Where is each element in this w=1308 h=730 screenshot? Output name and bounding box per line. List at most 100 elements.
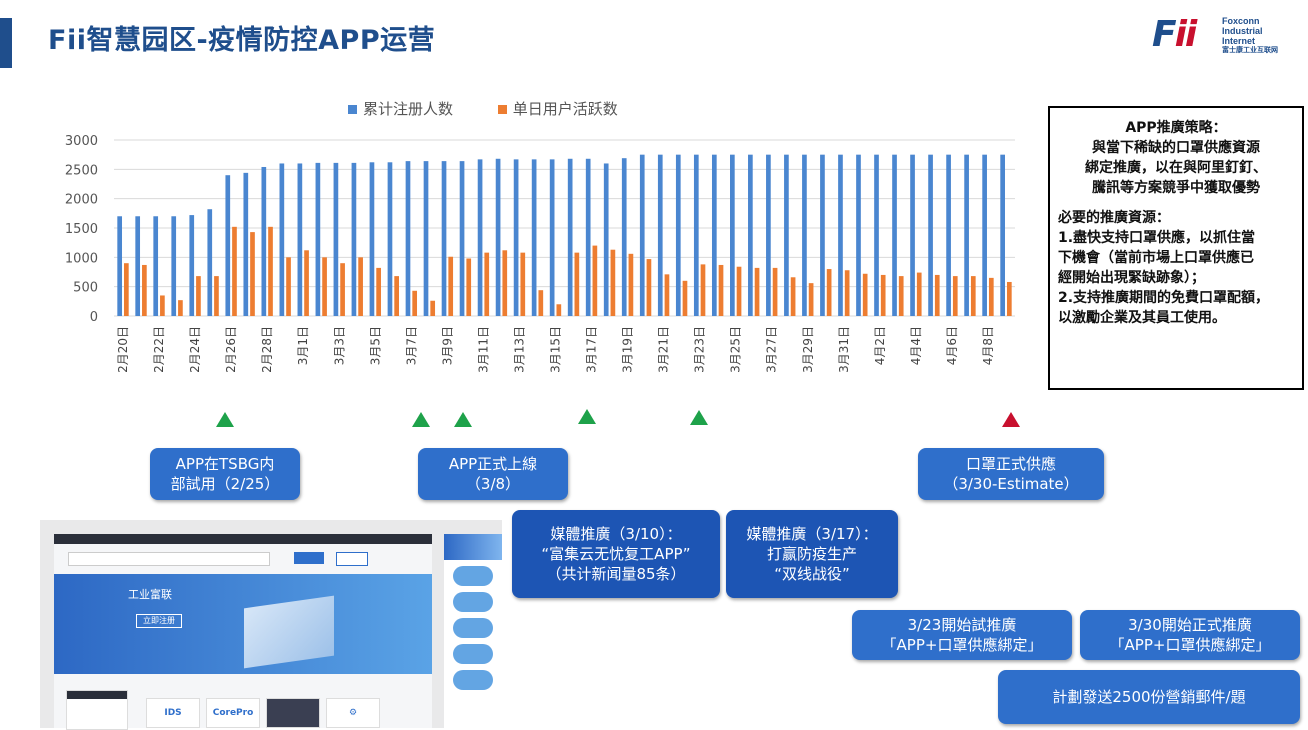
mobile-screenshot	[444, 534, 502, 728]
milestone-box-trial-promo: 3/23開始試推廣 「APP+口罩供應綁定」	[852, 610, 1072, 660]
web-screenshot: 工业富联 立即注册 IDS CorePro ⚙	[54, 534, 432, 730]
bar-registered	[531, 159, 537, 316]
bar-registered	[693, 154, 699, 316]
strategy-line: 以激勵企業及其員工使用。	[1058, 310, 1226, 326]
y-tick-label: 3000	[65, 134, 98, 149]
bar-active	[898, 276, 904, 316]
bar-active	[268, 226, 273, 316]
bar-registered	[117, 216, 123, 316]
bar-registered	[856, 154, 861, 316]
milestone-box-media-317: 媒體推廣（3/17）： 打赢防疫生产 “双线战役”	[726, 510, 898, 598]
bar-registered	[748, 154, 753, 316]
bar-registered	[405, 161, 411, 316]
bar-registered	[621, 158, 627, 316]
milestone-marker-red	[1002, 412, 1020, 427]
x-tick-label: 3月21日	[657, 326, 671, 373]
bar-active	[142, 264, 147, 316]
bar-active	[574, 252, 580, 316]
x-tick-label: 2月24日	[188, 326, 202, 373]
bar-registered	[585, 158, 591, 316]
x-tick-label: 2月20日	[116, 326, 130, 373]
bar-active	[844, 270, 850, 316]
bar-active	[754, 267, 760, 316]
bar-active	[934, 274, 940, 316]
y-tick-label: 500	[73, 281, 98, 296]
bar-registered	[171, 216, 177, 316]
x-tick-label: 3月7日	[404, 326, 418, 365]
strategy-line: 下機會（當前市場上口罩供應已	[1058, 250, 1254, 266]
bar-active	[448, 256, 454, 316]
bar-registered	[333, 162, 339, 316]
bar-active	[718, 264, 724, 316]
bar-active	[880, 274, 886, 316]
bar-active	[214, 276, 219, 316]
bar-registered	[784, 154, 789, 316]
x-tick-label: 3月11日	[476, 326, 490, 373]
bar-registered	[549, 159, 555, 316]
mock-card: CorePro	[206, 698, 260, 728]
milestone-marker-green	[690, 410, 708, 425]
bar-active	[988, 277, 994, 316]
mock-card-gear-icon: ⚙	[326, 698, 380, 728]
y-tick-label: 1500	[65, 222, 98, 237]
bar-active	[628, 253, 634, 316]
x-tick-label: 3月27日	[765, 326, 779, 373]
bar-active	[304, 250, 309, 316]
x-tick-label: 4月2日	[873, 326, 887, 365]
strategy-heading: APP推廣策略：	[1125, 120, 1227, 136]
bar-active	[592, 245, 598, 316]
bar-registered	[946, 154, 951, 316]
page-title: Fii智慧园区-疫情防控APP运营	[48, 25, 436, 56]
bar-active	[826, 269, 832, 316]
bar-registered	[657, 154, 663, 316]
legend-item-active: 单日用户活跃数	[497, 100, 618, 118]
bar-registered	[477, 159, 483, 316]
bar-active	[484, 252, 490, 316]
bar-active	[610, 249, 616, 316]
bar-active	[790, 277, 796, 316]
mock-card-image	[266, 698, 320, 728]
x-tick-label: 3月23日	[693, 326, 707, 373]
bar-active	[502, 250, 508, 316]
x-tick-label: 3月9日	[440, 326, 454, 365]
milestone-marker-green	[412, 412, 430, 427]
bar-active	[916, 272, 922, 316]
y-tick-label: 1000	[65, 251, 98, 266]
bar-active	[376, 267, 381, 316]
bar-active	[682, 280, 688, 316]
strategy-line: 經開始出現緊缺跡象）；	[1058, 270, 1205, 286]
bar-active	[466, 258, 472, 316]
bar-registered	[838, 154, 843, 316]
strategy-line: 必要的推廣資源：	[1058, 210, 1170, 226]
bar-active	[736, 266, 742, 316]
bar-registered	[261, 166, 267, 316]
bar-active	[160, 295, 165, 316]
chart-legend: 累计注册人数 单日用户活跃数	[348, 98, 658, 119]
bar-registered	[423, 161, 429, 316]
bar-active	[232, 226, 237, 316]
bar-active	[664, 274, 670, 316]
milestone-box-launch: APP正式上線 （3/8）	[418, 448, 568, 500]
bar-registered	[1000, 154, 1005, 316]
strategy-line: 騰訊等方案競爭中獲取優勢	[1092, 180, 1260, 196]
x-tick-label: 3月1日	[296, 326, 310, 365]
bar-active	[808, 283, 814, 316]
x-tick-label: 3月25日	[729, 326, 743, 373]
milestone-box-email-plan: 計劃發送2500份營銷郵件/題	[998, 670, 1300, 724]
bar-registered	[730, 154, 735, 316]
x-tick-label: 4月8日	[981, 326, 995, 365]
bar-active	[412, 290, 418, 316]
bar-registered	[802, 154, 807, 316]
bar-active	[196, 276, 201, 316]
milestone-marker-green	[216, 412, 234, 427]
bar-active	[358, 257, 363, 316]
y-tick-label: 2500	[65, 163, 98, 178]
bar-registered	[351, 162, 357, 316]
bar-registered	[207, 209, 213, 316]
y-tick-label: 2000	[65, 193, 98, 208]
bar-active	[1006, 281, 1012, 316]
bar-registered	[964, 154, 969, 316]
x-tick-label: 4月6日	[945, 326, 959, 365]
milestone-marker-green	[578, 409, 596, 424]
company-logo: Fii Foxconn Industrial Internet 富士康工业互联网	[1152, 14, 1302, 58]
